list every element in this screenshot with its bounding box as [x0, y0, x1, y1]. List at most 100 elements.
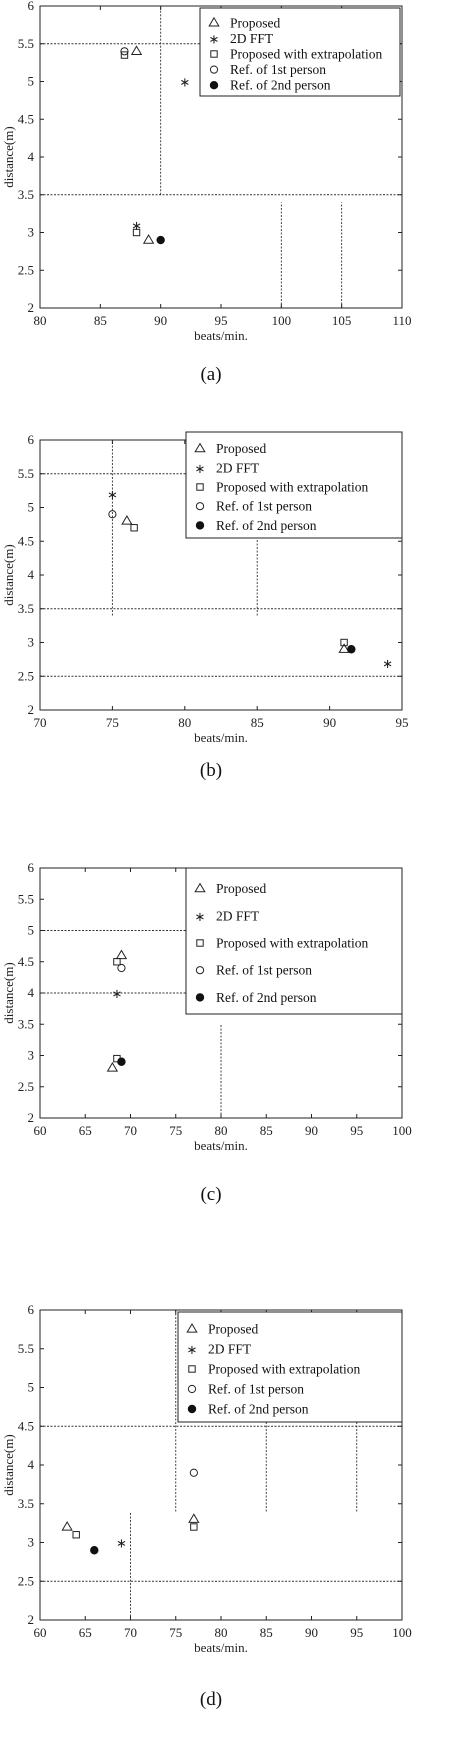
data-point-star: ∗: [131, 219, 142, 234]
data-point-triangle: [130, 45, 143, 55]
legend-box: [177, 1311, 403, 1423]
y-tick-label: 2.5: [18, 1573, 34, 1588]
y-tick-label: 5: [28, 500, 35, 515]
data-point-triangle: [106, 1062, 119, 1072]
legend-marker-circle-open: [195, 502, 205, 511]
x-tick-label: 85: [251, 715, 264, 730]
y-axis-label: distance(m): [1, 544, 16, 605]
x-tick-label: 90: [305, 1123, 318, 1138]
x-tick-label: 75: [106, 715, 119, 730]
y-tick-label: 6: [28, 0, 35, 13]
legend-label: Proposed: [216, 881, 266, 896]
legend-marker-star: ∗: [187, 1343, 198, 1358]
y-tick-label: 2.5: [18, 1079, 34, 1094]
data-point-triangle: [142, 234, 155, 244]
data-points: ∗: [61, 1468, 200, 1555]
data-point-circle-filled: [117, 1057, 126, 1066]
data-point-triangle: [121, 515, 133, 525]
legend-marker-triangle: [194, 442, 206, 453]
y-tick-label: 2: [28, 702, 35, 717]
legend-label: 2D FFT: [216, 908, 260, 923]
legend-label: Ref. of 1st person: [208, 1382, 304, 1397]
legend-label: Ref. of 2nd person: [216, 518, 317, 533]
x-tick-label: 90: [305, 1625, 318, 1640]
y-tick-label: 3: [28, 1048, 35, 1063]
data-point-star: ∗: [116, 1537, 127, 1552]
data-point-circle-open: [117, 963, 126, 973]
y-tick-label: 6: [28, 1302, 35, 1317]
x-tick-label: 60: [34, 1123, 47, 1138]
y-tick-label: 3: [28, 225, 35, 240]
legend-label: Proposed with extrapolation: [208, 1362, 360, 1377]
y-tick-label: 2: [28, 300, 35, 315]
chart-panel-b: 70 75 80 85 90 95 2 2.5 3 3.5 4 4.5 5 5.5 6 beats/min. d…: [0, 430, 474, 860]
data-point-triangle: [338, 643, 350, 653]
x-tick-label: 80: [215, 1625, 228, 1640]
x-tick-label: 85: [260, 1123, 273, 1138]
y-tick-label: 4.5: [18, 954, 34, 969]
legend-label: Proposed: [208, 1322, 258, 1337]
legend-label: 2D FFT: [208, 1342, 252, 1357]
legend-box: [199, 7, 401, 97]
legend-label: Ref. of 1st person: [216, 499, 312, 514]
legend-marker-square: [188, 1365, 196, 1373]
y-tick-label: 6: [28, 432, 35, 447]
x-tick-label: 100: [272, 313, 292, 328]
y-tick-label: 5.5: [18, 891, 34, 906]
scatter-chart-b: 70 75 80 85 90 95 2 2.5 3 3.5 4 4.5 5 5.5 6 beats/min. d…: [1, 431, 409, 781]
y-tick-label: 2: [28, 1110, 35, 1125]
x-tick-label: 85: [260, 1625, 273, 1640]
legend-marker-triangle: [194, 882, 206, 893]
y-tick-label: 5.5: [18, 466, 34, 481]
scatter-chart-c: 60 65 70 75 80 85 90 95 100 2 2.5 3 3.5 4 4.5 5 5.5 6 beat…: [1, 860, 412, 1205]
legend-box: [185, 867, 403, 1015]
x-axis-label: beats/min.: [194, 730, 248, 745]
legend-label: Proposed: [230, 15, 280, 30]
legend-marker-square: [196, 483, 204, 491]
y-tick-label: 2.5: [18, 262, 34, 277]
data-point-star: ∗: [111, 987, 122, 1002]
y-tick-label: 4.5: [18, 111, 34, 126]
x-tick-label: 95: [215, 313, 228, 328]
data-point-circle-open: [189, 1468, 198, 1477]
y-axis-label: distance(m): [1, 126, 16, 187]
legend-label: Ref. of 2nd person: [230, 78, 331, 93]
x-tick-label: 75: [169, 1625, 182, 1640]
x-axis-label: beats/min.: [194, 328, 248, 343]
y-tick-label: 4.5: [18, 1418, 34, 1433]
y-tick-label: 4: [28, 1457, 35, 1472]
data-point-star: ∗: [382, 657, 393, 672]
x-tick-label: 70: [124, 1123, 137, 1138]
legend-label: Ref. of 2nd person: [208, 1402, 309, 1417]
data-point-square: [130, 524, 138, 532]
data-point-square: [132, 228, 141, 237]
figure-caption: (c): [200, 1184, 221, 1205]
legend-marker-circle-filled: [195, 993, 205, 1002]
data-point-triangle: [188, 1513, 200, 1523]
legend-label: Ref. of 1st person: [216, 963, 312, 978]
y-tick-label: 5: [28, 1380, 35, 1395]
data-point-triangle: [115, 949, 128, 960]
y-tick-label: 4: [28, 149, 35, 164]
legend-label: Proposed with extrapolation: [216, 480, 368, 495]
x-tick-label: 95: [396, 715, 409, 730]
data-point-square: [72, 1531, 80, 1539]
y-tick-label: 4: [28, 985, 35, 1000]
data-points: ∗∗: [120, 45, 190, 245]
x-tick-label: 85: [94, 313, 107, 328]
data-point-star: ∗: [179, 76, 190, 91]
data-point-square: [340, 638, 348, 647]
figure-caption: (b): [200, 760, 222, 781]
x-tick-label: 65: [79, 1123, 92, 1138]
y-tick-label: 4: [28, 567, 35, 582]
y-tick-label: 3.5: [18, 187, 34, 202]
x-tick-label: 90: [323, 715, 336, 730]
data-point-square: [120, 51, 129, 59]
figure-caption: (a): [200, 364, 221, 385]
data-point-circle-filled: [90, 1546, 99, 1555]
y-tick-label: 3.5: [18, 1016, 34, 1031]
legend-marker-star: ∗: [209, 32, 220, 47]
legend-label: 2D FFT: [230, 31, 274, 46]
x-axis-label: beats/min.: [194, 1640, 248, 1655]
